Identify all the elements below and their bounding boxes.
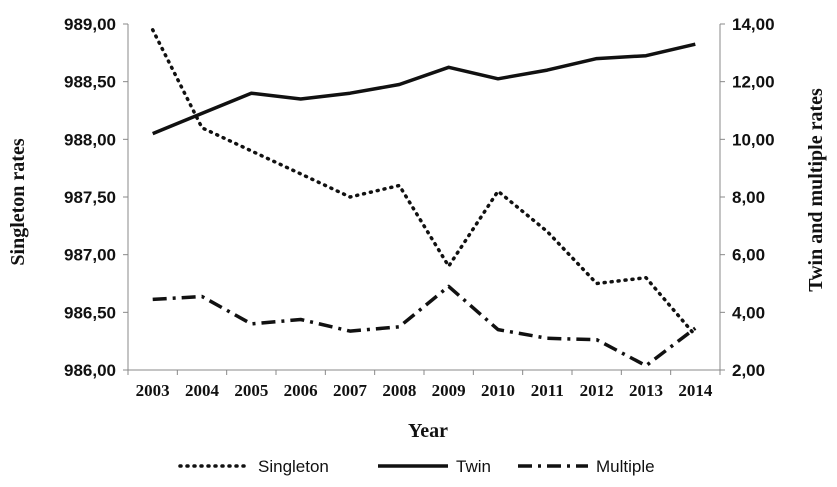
x-tick-label: 2011 bbox=[531, 381, 564, 400]
x-tick-label: 2013 bbox=[629, 381, 663, 400]
right-y-ticks: 2,00 4,00 6,00 8,00 10,00 12,00 14,00 bbox=[720, 15, 775, 380]
right-y-tick-label: 12,00 bbox=[732, 73, 775, 92]
right-y-tick-label: 4,00 bbox=[732, 303, 765, 322]
x-tick-label: 2006 bbox=[284, 381, 318, 400]
right-y-tick-label: 6,00 bbox=[732, 246, 765, 265]
legend-label-twin: Twin bbox=[456, 457, 491, 476]
series-layer bbox=[150, 28, 698, 368]
left-y-tick-label: 986,50 bbox=[64, 303, 116, 322]
right-y-tick-label: 10,00 bbox=[732, 130, 775, 149]
left-y-tick-label: 989,00 bbox=[64, 15, 116, 34]
x-ticks: 2003 2004 2005 2006 2007 2008 2009 2010 2011 2012… bbox=[127, 370, 721, 400]
x-tick-label: 2005 bbox=[234, 381, 268, 400]
series-line-twin bbox=[152, 42, 696, 136]
x-tick-label: 2010 bbox=[481, 381, 515, 400]
x-tick-label: 2014 bbox=[678, 381, 713, 400]
series-line-singleton bbox=[150, 28, 698, 338]
x-axis-title: Year bbox=[408, 420, 448, 442]
left-y-ticks: 986,00 986,50 987,00 987,50 988,00 988,50 989,… bbox=[64, 15, 128, 380]
right-y-tick-label: 2,00 bbox=[732, 361, 765, 380]
legend: Singleton Twin Multiple bbox=[178, 457, 655, 476]
plot-area: 986,00 986,50 987,00 987,50 988,00 988,50 989,… bbox=[64, 15, 775, 400]
left-y-axis-title: Singleton rates bbox=[7, 138, 29, 265]
x-tick-label: 2004 bbox=[185, 381, 220, 400]
series-line-multiple bbox=[152, 284, 697, 368]
right-y-axis-title: Twin and multiple rates bbox=[805, 88, 827, 292]
left-y-tick-label: 987,50 bbox=[64, 188, 116, 207]
legend-label-singleton: Singleton bbox=[258, 457, 329, 476]
x-tick-label: 2008 bbox=[382, 381, 416, 400]
right-y-tick-label: 8,00 bbox=[732, 188, 765, 207]
x-tick-label: 2007 bbox=[333, 381, 368, 400]
x-tick-label: 2012 bbox=[580, 381, 614, 400]
left-y-tick-label: 988,00 bbox=[64, 130, 116, 149]
left-y-tick-label: 987,00 bbox=[64, 246, 116, 265]
legend-label-multiple: Multiple bbox=[596, 457, 655, 476]
left-y-tick-label: 986,00 bbox=[64, 361, 116, 380]
x-tick-label: 2009 bbox=[432, 381, 466, 400]
x-tick-label: 2003 bbox=[136, 381, 170, 400]
right-y-tick-label: 14,00 bbox=[732, 15, 775, 34]
left-y-tick-label: 988,50 bbox=[64, 73, 116, 92]
